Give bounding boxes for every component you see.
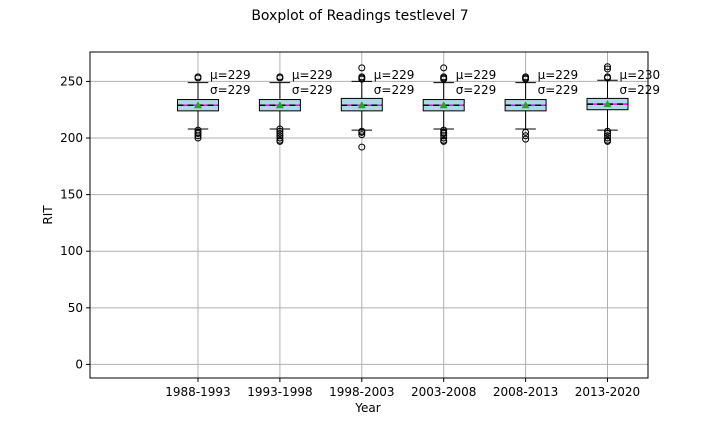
outlier-point — [604, 65, 611, 73]
boxes — [177, 63, 629, 151]
outlier-point — [358, 143, 366, 151]
outlier-point — [604, 130, 611, 137]
axis-ticks: 0 50 100 150 200 250 1988-1993 1993-1998 1998-20… — [60, 74, 640, 399]
outlier-point — [522, 128, 530, 136]
mean-marker — [357, 101, 366, 109]
mean-annotation: μ=229 — [374, 68, 415, 82]
box-1988-1993 — [177, 73, 219, 142]
sigma-annotation: σ=229 — [620, 83, 661, 97]
x-tick-label: 2003-2008 — [411, 385, 476, 399]
mean-annotation: μ=229 — [538, 68, 579, 82]
y-tick-label: 250 — [60, 74, 83, 88]
outlier-point — [194, 74, 202, 82]
plot-frame — [89, 51, 649, 379]
sigma-annotation: σ=229 — [374, 83, 415, 97]
outlier-point — [276, 125, 284, 133]
box-2013-2020 — [586, 63, 629, 145]
mean-marker — [603, 100, 612, 108]
outlier-point — [440, 137, 448, 145]
mean-annotation: μ=229 — [456, 68, 497, 82]
outlier-point — [604, 127, 611, 135]
outlier-point — [276, 127, 284, 135]
box-2008-2013 — [504, 73, 547, 143]
outlier-point — [522, 135, 530, 143]
sigma-annotation: σ=229 — [292, 83, 333, 97]
x-axis-label: Year — [354, 401, 380, 415]
mean-marker — [194, 101, 202, 109]
y-tick-label: 50 — [68, 301, 83, 315]
outlier-point — [440, 130, 448, 137]
outlier-point — [194, 130, 202, 137]
x-tick-label: 1988-1993 — [165, 385, 230, 399]
x-tick-label: 1993-1998 — [247, 385, 312, 399]
outlier-point — [276, 130, 284, 137]
outlier-point — [194, 132, 202, 140]
y-tick-label: 0 — [75, 357, 83, 371]
outlier-point — [358, 75, 366, 83]
box-2003-2008 — [422, 64, 465, 145]
mean-annotation: μ=229 — [210, 68, 251, 82]
y-tick-label: 100 — [60, 244, 83, 258]
outlier-point — [522, 132, 530, 140]
outlier-point — [604, 74, 611, 82]
outlier-point — [604, 63, 611, 71]
mean-marker — [275, 101, 284, 109]
y-tick-label: 200 — [60, 131, 83, 145]
outlier-point — [604, 134, 611, 142]
outlier-point — [440, 64, 448, 72]
outlier-point — [358, 131, 366, 139]
sigma-annotation: σ=229 — [210, 83, 251, 97]
outlier-point — [358, 64, 366, 72]
outlier-point — [358, 128, 366, 136]
y-axis-label: RIT — [41, 205, 55, 225]
mean-marker — [439, 101, 448, 109]
outlier-point — [440, 134, 448, 142]
x-tick-label: 1998-2003 — [329, 385, 394, 399]
outlier-point — [440, 75, 448, 83]
stat-annotations: μ=229σ=229μ=229σ=229μ=229σ=229μ=229σ=229… — [210, 68, 660, 97]
mean-annotation: μ=230 — [620, 68, 661, 82]
mean-marker — [521, 101, 530, 109]
box-1993-1998 — [258, 73, 301, 145]
outlier-point — [276, 134, 284, 142]
box-1998-2003 — [340, 64, 383, 151]
outlier-point — [276, 137, 284, 145]
y-tick-label: 150 — [60, 188, 83, 202]
mean-annotation: μ=229 — [292, 68, 333, 82]
outlier-point — [276, 74, 284, 82]
outlier-point — [522, 75, 530, 83]
x-tick-label: 2013-2020 — [575, 385, 640, 399]
sigma-annotation: σ=229 — [538, 83, 579, 97]
outlier-point — [604, 137, 611, 145]
x-tick-label: 2008-2013 — [493, 385, 558, 399]
chart-title: Boxplot of Readings testlevel 7 — [251, 8, 468, 24]
sigma-annotation: σ=229 — [456, 83, 497, 97]
outlier-point — [194, 134, 202, 142]
